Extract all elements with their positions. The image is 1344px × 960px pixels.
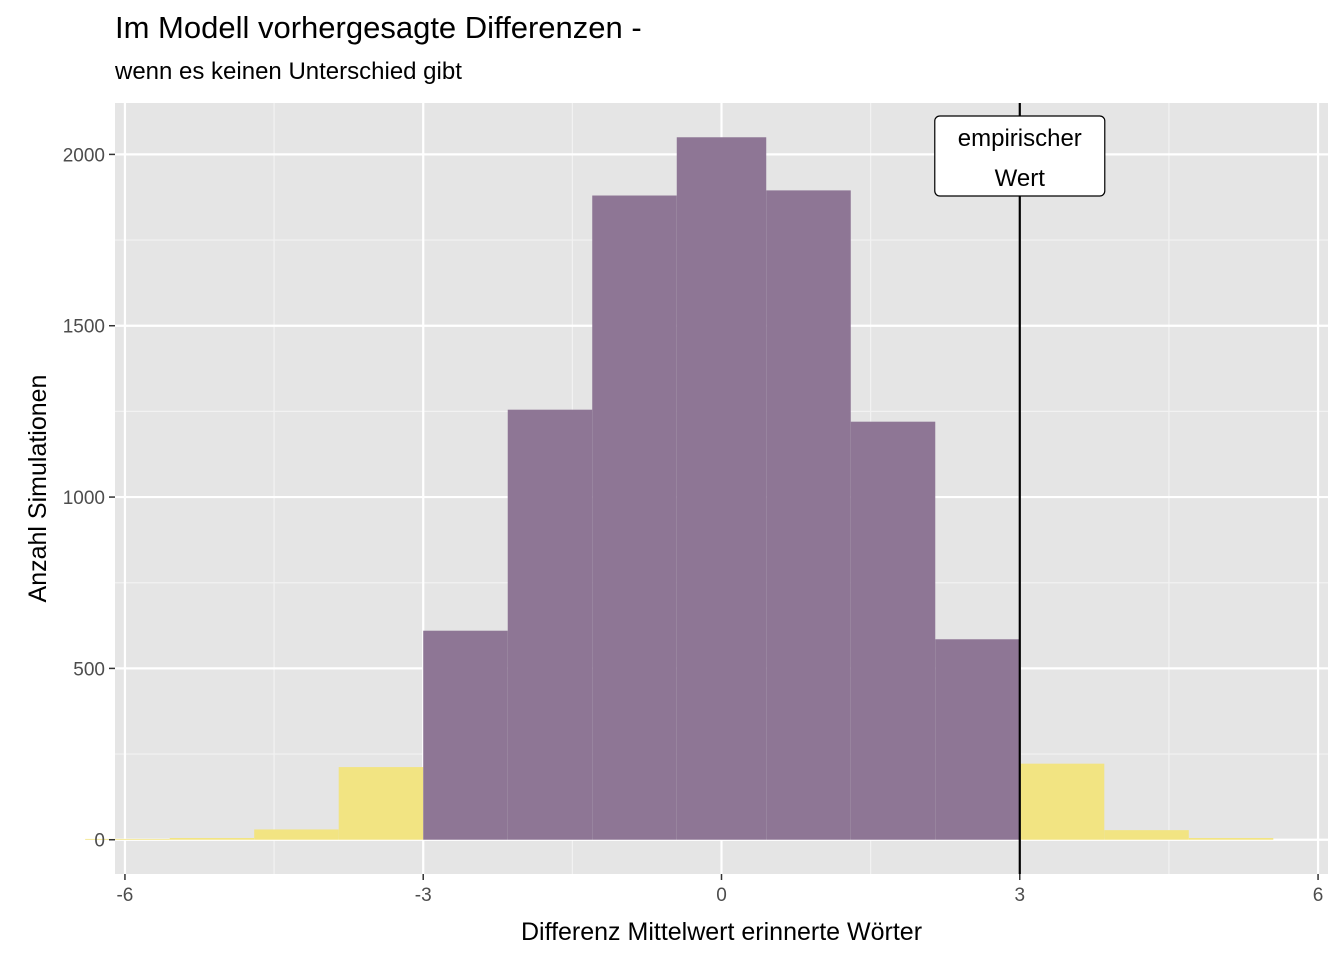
histogram-bar [254,829,339,840]
histogram-bar [850,421,936,840]
histogram-bar [423,630,508,840]
histogram-bar [1019,763,1105,840]
histogram-bar [1188,838,1274,840]
reference-line-group: empirischer Wert [934,103,1106,874]
annotation-line-2: Wert [995,165,1046,192]
y-tick-label: 0 [94,831,105,852]
x-tick-label: 0 [716,885,727,906]
y-tick-label: 2000 [63,145,105,166]
x-axis-title: Differenz Mittelwert erinnerte Wörter [521,918,922,946]
histogram-bar [169,838,255,840]
y-tick-label: 1500 [63,317,105,338]
y-axis-title: Anzahl Simulationen [24,375,52,603]
histogram-bars [85,137,1274,840]
x-tick-label: -3 [415,885,432,906]
histogram-bar [1104,830,1189,840]
annotation-label-box [934,115,1106,197]
x-tick-label: 6 [1313,885,1324,906]
histogram-bar [766,190,851,840]
y-tick-label: 500 [73,659,105,680]
annotation-line-1: empirischer [958,125,1082,152]
histogram-bar [338,767,424,840]
histogram-bar [935,639,1020,840]
histogram-bar [85,838,170,840]
histogram-bar [676,137,767,840]
x-tick-label: 3 [1014,885,1025,906]
y-tick-label: 1000 [63,488,105,509]
x-tick-label: -6 [116,885,133,906]
chart-subtitle: wenn es keinen Unterschied gibt [115,58,462,85]
axes: -6 -3 0 3 6 0 500 1000 1500 2000 [63,145,1324,906]
histogram-bar [592,195,677,840]
chart-title: Im Modell vorhergesagte Differenzen - [115,10,642,45]
histogram-bar [507,409,593,840]
